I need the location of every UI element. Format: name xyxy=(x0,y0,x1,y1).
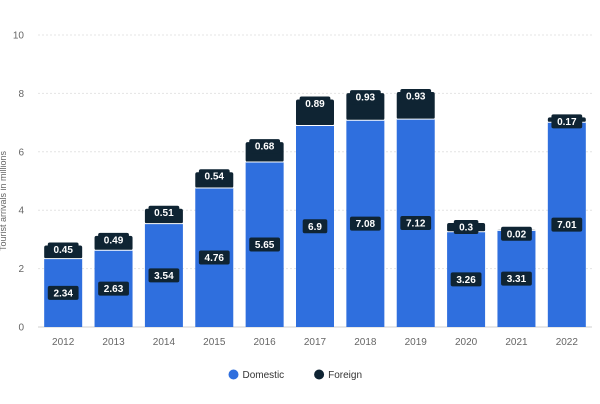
foreign-value-label: 0.17 xyxy=(557,117,577,128)
domestic-value-badge xyxy=(450,272,482,287)
legend: Domestic Foreign xyxy=(228,369,362,381)
foreign-value-label: 0.49 xyxy=(104,235,124,246)
domestic-value-label: 3.31 xyxy=(507,274,527,285)
x-tick-label: 2021 xyxy=(505,337,528,348)
x-axis-ticks: 2012 2013 2014 2015 2016 2017 2018 2019 2020 2021… xyxy=(52,337,578,348)
domestic-value-badge xyxy=(148,268,180,283)
domestic-value-label: 2.63 xyxy=(104,284,124,295)
foreign-value-badge xyxy=(198,169,230,184)
foreign-value-label: 0.3 xyxy=(459,223,473,234)
foreign-value-badge xyxy=(400,88,432,103)
legend-marker-domestic xyxy=(228,369,239,380)
foreign-value-label: 0.89 xyxy=(305,99,325,110)
domestic-value-badge xyxy=(98,281,129,296)
domestic-value-badge xyxy=(551,217,583,232)
x-tick-label: 2017 xyxy=(304,337,327,348)
legend-label-domestic[interactable]: Domestic xyxy=(243,370,285,381)
domestic-value-badge xyxy=(400,216,432,231)
foreign-value-label: 0.93 xyxy=(356,93,376,104)
domestic-value-badge xyxy=(501,271,532,286)
foreign-value-label: 0.54 xyxy=(205,172,225,183)
domestic-value-label: 7.12 xyxy=(406,219,426,230)
domestic-value-label: 3.26 xyxy=(456,275,476,286)
x-tick-label: 2019 xyxy=(405,337,428,348)
foreign-value-badge xyxy=(299,96,331,111)
x-tick-label: 2014 xyxy=(153,337,176,348)
foreign-value-label: 0.45 xyxy=(53,245,73,256)
foreign-value-badge xyxy=(453,220,479,235)
x-tick-label: 2022 xyxy=(556,337,579,348)
foreign-value-badge xyxy=(349,90,381,105)
domestic-value-badge xyxy=(349,216,381,231)
domestic-value-label: 7.01 xyxy=(557,220,577,231)
domestic-value-label: 6.9 xyxy=(308,222,322,233)
x-tick-label: 2012 xyxy=(52,337,75,348)
y-axis-ticks: 0 2 4 6 8 10 xyxy=(13,31,25,334)
y-axis-label: Tourist arrivals in millions xyxy=(0,150,8,251)
foreign-value-label: 0.68 xyxy=(255,142,275,153)
x-tick-label: 2016 xyxy=(254,337,277,348)
y-tick-label: 0 xyxy=(18,323,24,334)
foreign-value-label: 0.93 xyxy=(406,91,426,102)
domestic-value-badge xyxy=(47,285,79,300)
domestic-value-label: 5.65 xyxy=(255,240,275,251)
domestic-value-label: 7.08 xyxy=(356,219,376,230)
domestic-value-label: 2.34 xyxy=(53,288,73,299)
foreign-value-badge xyxy=(148,205,180,220)
foreign-value-badge xyxy=(98,232,129,247)
domestic-value-label: 3.54 xyxy=(154,271,174,282)
y-tick-label: 6 xyxy=(18,147,24,158)
x-tick-label: 2018 xyxy=(354,337,377,348)
x-tick-label: 2013 xyxy=(102,337,125,348)
y-tick-label: 10 xyxy=(13,31,25,42)
x-tick-label: 2020 xyxy=(455,337,478,348)
legend-marker-foreign xyxy=(314,369,325,380)
bars: 0.45 2.34 0.49 2.63 0.51 3.54 0.54 4.76 0.68 5.65… xyxy=(44,88,586,328)
y-tick-label: 8 xyxy=(18,89,24,100)
foreign-value-badge xyxy=(47,242,79,257)
foreign-value-badge xyxy=(501,226,532,241)
y-tick-label: 2 xyxy=(18,264,24,275)
foreign-value-label: 0.02 xyxy=(507,229,527,240)
y-tick-label: 4 xyxy=(18,206,24,217)
foreign-value-badge xyxy=(249,139,281,154)
domestic-value-label: 4.76 xyxy=(205,253,225,264)
foreign-value-label: 0.51 xyxy=(154,208,174,219)
foreign-value-badge xyxy=(551,114,583,129)
domestic-value-badge xyxy=(302,219,328,234)
legend-label-foreign[interactable]: Foreign xyxy=(328,370,362,381)
domestic-value-badge xyxy=(198,250,230,265)
domestic-value-badge xyxy=(249,237,281,252)
x-tick-label: 2015 xyxy=(203,337,226,348)
